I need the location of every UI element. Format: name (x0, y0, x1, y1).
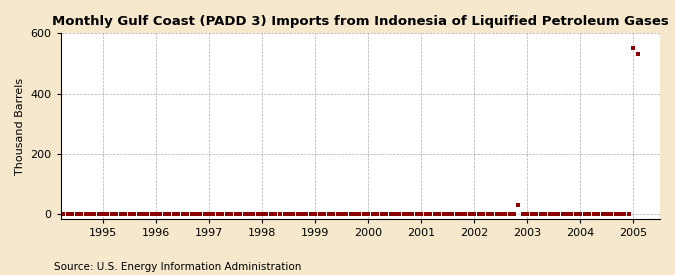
Title: Monthly Gulf Coast (PADD 3) Imports from Indonesia of Liquified Petroleum Gases: Monthly Gulf Coast (PADD 3) Imports from… (52, 15, 669, 28)
Y-axis label: Thousand Barrels: Thousand Barrels (15, 78, 25, 175)
Text: Source: U.S. Energy Information Administration: Source: U.S. Energy Information Administ… (54, 262, 301, 272)
